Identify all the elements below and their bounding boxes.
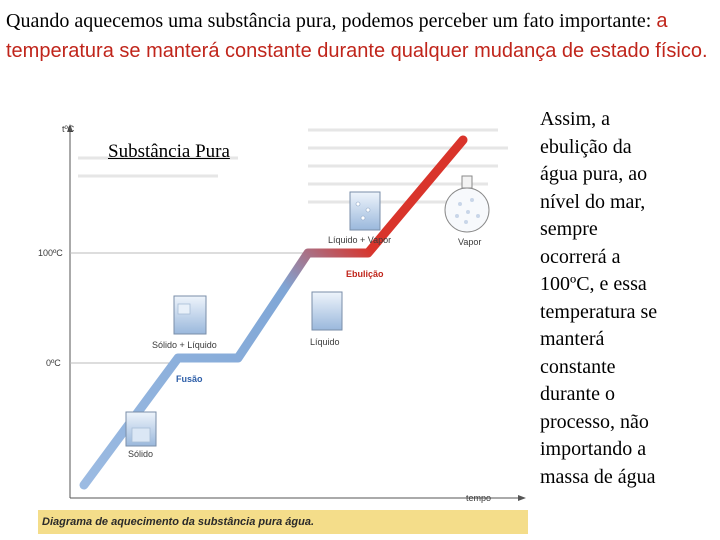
beaker-liquid-vapor-icon [349,191,381,231]
heating-diagram: Substância Pura tºC 100ºC 0ºC tempo Sóli… [38,110,528,540]
x-axis-arrow [518,495,526,501]
flask-vapor-icon [444,175,490,233]
side-paragraph: Assim, a ebulição da água pura, ao nível… [540,106,716,491]
side-line: manterá [540,328,605,350]
side-line: ebulição da [540,135,632,158]
phase-vapor-label: Vapor [458,237,482,247]
beaker-solid-icon [125,411,157,447]
background-lines [78,128,508,204]
side-line: Assim, a [540,108,610,130]
phase-solid-liquid-label: Sólido + Líquido [152,340,217,350]
phase-liquid-label: Líquido [310,337,340,347]
figure-title: Substância Pura [108,141,230,162]
side-line: durante o [540,383,615,405]
side-line: ocorrerá a [540,245,621,268]
caption-bar [38,510,528,534]
side-line: água pura, ao [540,163,648,185]
side-line: constante [540,355,616,378]
y-axis-arrow [67,124,73,132]
intro-text: Quando aquecemos uma substância pura, po… [6,10,657,32]
tick-0-label: 0ºC [46,358,61,368]
side-line: importando a [540,438,647,460]
heating-curve-svg [67,124,526,501]
side-line: 100ºC, e essa [540,273,647,295]
figure-caption: Diagrama de aquecimento da substância pu… [42,516,315,528]
x-axis-label: tempo [466,493,492,503]
intro-paragraph: Quando aquecemos uma substância pura, po… [6,6,714,66]
beaker-liquid-icon [311,291,343,331]
phase-liquid-vapor-label: Líquido + Vapor [328,235,392,245]
intro-highlight: a temperatura se manterá constante duran… [6,10,708,62]
process-boiling-label: Ebulição [346,269,384,279]
phase-solid-label: Sólido [128,449,154,459]
side-line: temperatura se [540,300,658,323]
side-line: massa de água [540,465,656,488]
beaker-solid-liquid-icon [173,295,207,335]
side-line: processo, não [540,410,649,433]
y-axis-label: tºC [62,124,75,134]
tick-100-label: 100ºC [38,248,63,258]
side-line: nível do mar, [540,190,646,213]
heating-curve [79,135,468,490]
side-line: sempre [540,218,598,240]
process-fusion-label: Fusão [176,374,203,384]
